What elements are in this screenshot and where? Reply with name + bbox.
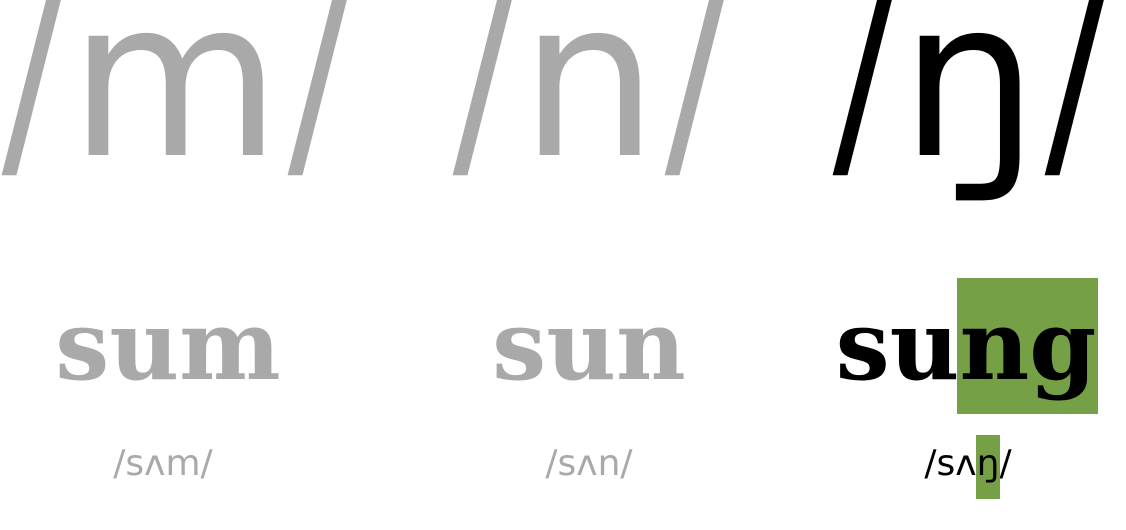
example-word: sung [743, 278, 1126, 414]
phoneme-column-n: /n/ sun /sʌn/ [369, 0, 809, 530]
phoneme-close-slash: / [287, 0, 349, 207]
ipa-transcription: /sʌŋ/ [747, 435, 1126, 499]
word-text: sun [492, 289, 686, 402]
ipa-text: /sʌm/ [113, 443, 213, 484]
ipa-text: /sʌn/ [545, 443, 633, 484]
example-word: sum [0, 298, 395, 394]
ipa-text: /sʌ [924, 443, 977, 484]
phoneme-close-slash: / [1044, 0, 1105, 207]
phoneme-open-slash: / [833, 0, 894, 207]
example-word: sun [369, 298, 809, 394]
ipa-suffix: / [999, 443, 1012, 484]
ipa-transcription: /sʌn/ [369, 446, 809, 482]
phoneme-symbol: /n/ [369, 0, 809, 190]
phoneme-open-slash: / [453, 0, 514, 207]
phoneme-column-ng: /ŋ/ sung /sʌŋ/ [749, 0, 1126, 530]
ipa-transcription: /sʌm/ [0, 446, 395, 482]
word-highlight: ng [957, 278, 1099, 414]
phoneme-column-m: /m/ sum /sʌm/ [0, 0, 395, 530]
phoneme-symbol: /m/ [0, 0, 395, 190]
phoneme-letter: n [519, 0, 659, 207]
phoneme-letter: ŋ [899, 0, 1039, 207]
phoneme-open-slash: / [1, 0, 63, 207]
phoneme-close-slash: / [664, 0, 725, 207]
phoneme-letter: m [68, 0, 282, 207]
ipa-highlight: ŋ [975, 435, 1001, 499]
word-text: su [835, 289, 960, 402]
word-highlight-text: ng [959, 289, 1097, 402]
word-text: sum [55, 289, 281, 402]
phoneme-symbol: /ŋ/ [749, 0, 1126, 190]
ipa-highlight-text: ŋ [976, 443, 1000, 484]
